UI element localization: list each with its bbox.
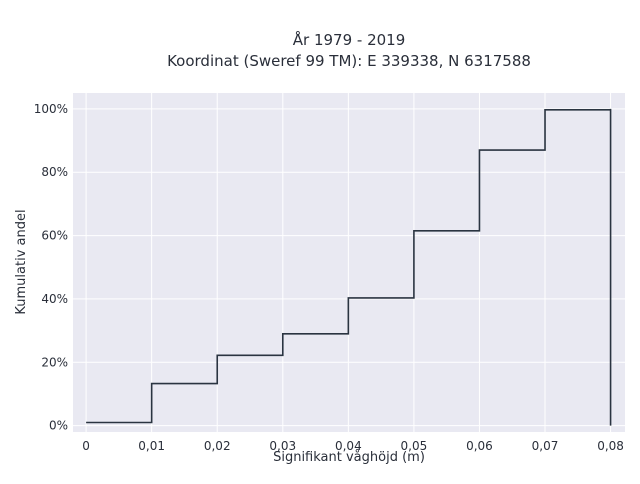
x-tick-label-0: 0 bbox=[82, 439, 90, 453]
y-tick-label-0: 0% bbox=[49, 419, 68, 433]
chart-title-line-2: Koordinat (Sweref 99 TM): E 339338, N 63… bbox=[167, 52, 531, 70]
plot-area bbox=[73, 93, 625, 432]
x-tick-label-7: 0,07 bbox=[532, 439, 559, 453]
x-tick-label-6: 0,06 bbox=[466, 439, 493, 453]
chart-title-line-1: År 1979 - 2019 bbox=[293, 30, 406, 49]
y-tick-label-2: 40% bbox=[41, 292, 68, 306]
x-tick-label-2: 0,02 bbox=[204, 439, 231, 453]
y-tick-label-3: 60% bbox=[41, 229, 68, 243]
y-tick-label-4: 80% bbox=[41, 165, 68, 179]
x-tick-label-8: 0,08 bbox=[597, 439, 624, 453]
y-tick-label-5: 100% bbox=[34, 102, 68, 116]
x-axis-title: Signifikant våghöjd (m) bbox=[273, 450, 425, 465]
y-tick-label-1: 20% bbox=[41, 355, 68, 369]
x-tick-label-1: 0,01 bbox=[138, 439, 165, 453]
y-axis-title: Kumulativ andel bbox=[14, 209, 29, 314]
